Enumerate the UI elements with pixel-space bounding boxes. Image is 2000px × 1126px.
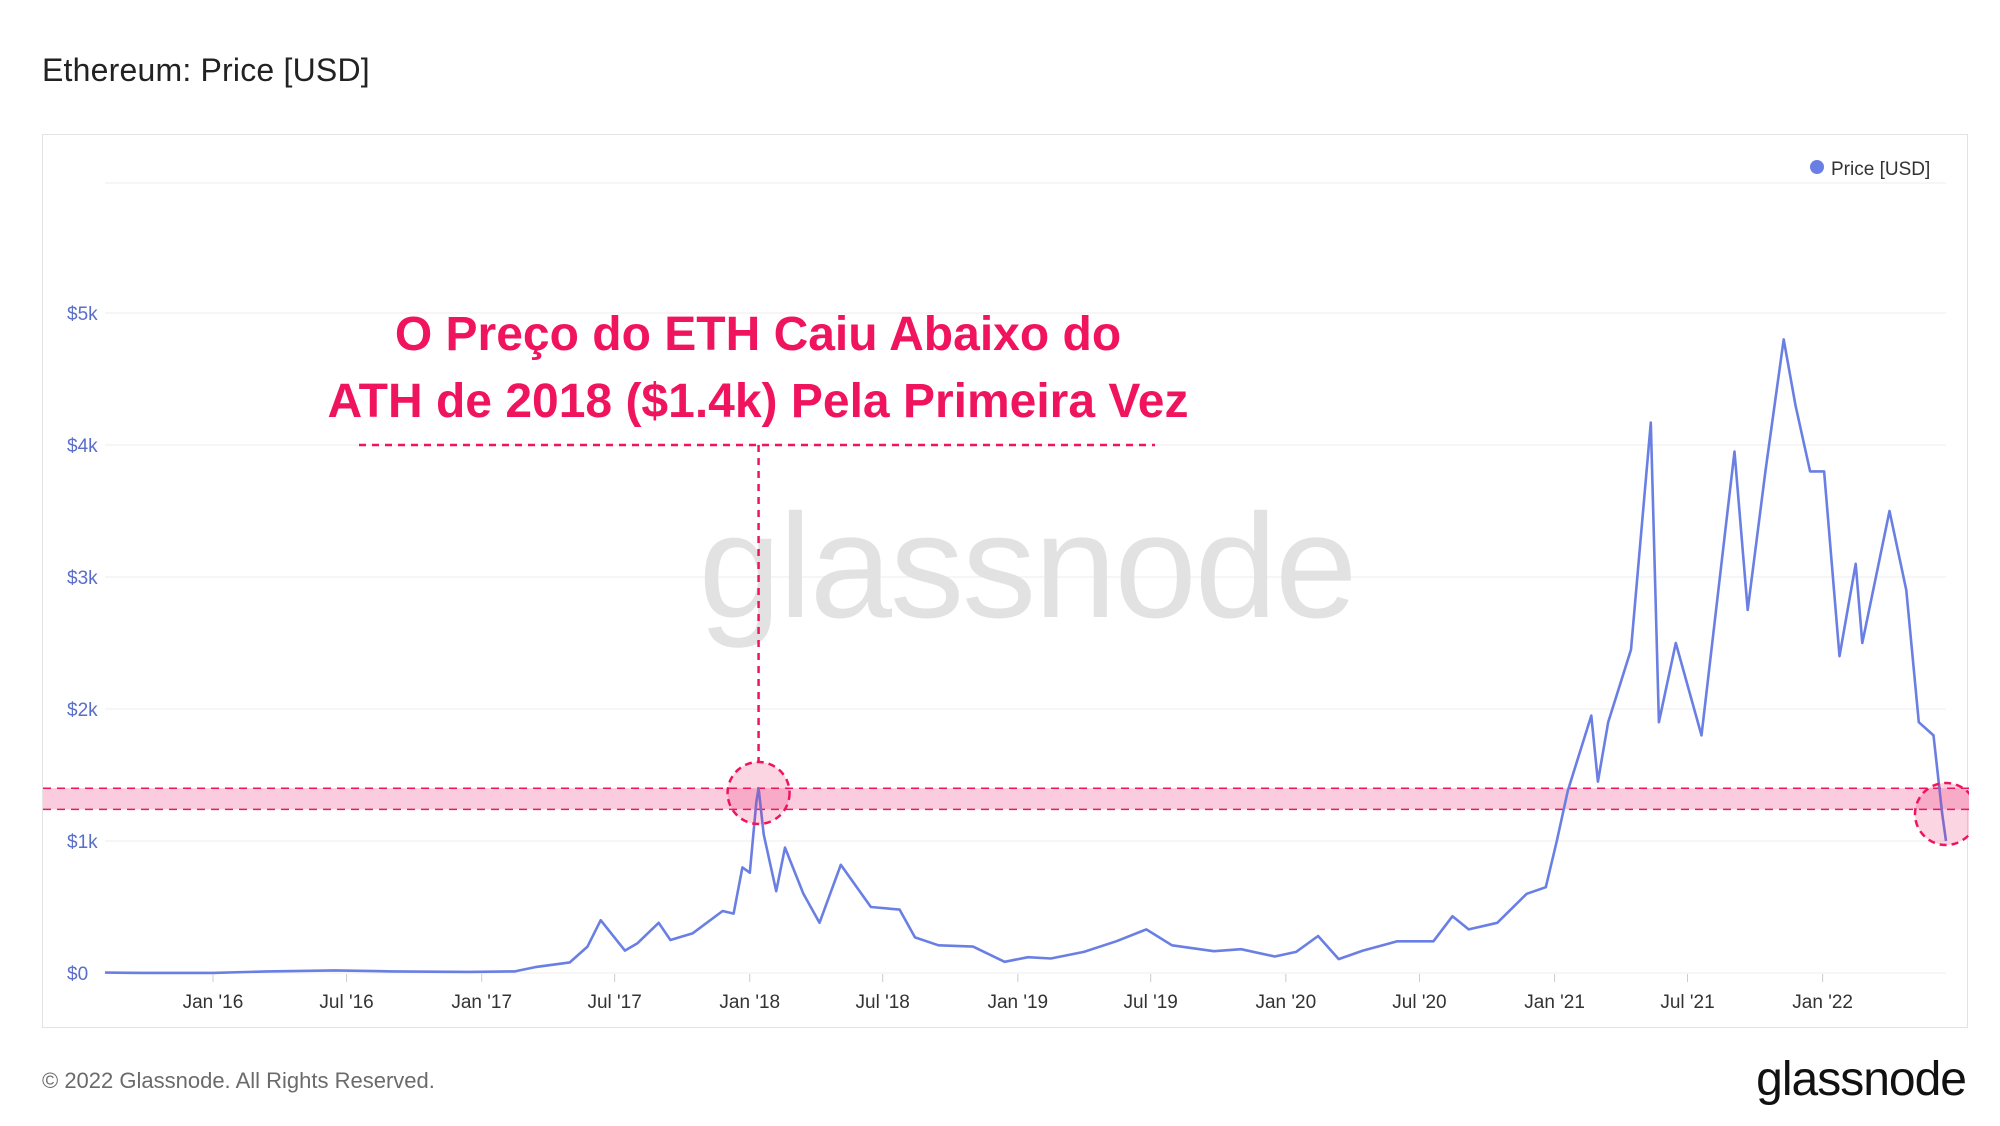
annotation-text: O Preço do ETH Caiu Abaixo do ATH de 201…: [328, 308, 1189, 428]
annotation-line-1: O Preço do ETH Caiu Abaixo do: [395, 308, 1121, 361]
chart-title: Ethereum: Price [USD]: [42, 52, 370, 88]
x-tick-label: Jul '20: [1392, 992, 1446, 1013]
x-tick-label: Jan '16: [183, 992, 244, 1013]
x-tick-label: Jan '20: [1255, 992, 1316, 1013]
current-price-marker: [1913, 781, 1969, 847]
annotation-markers: [726, 760, 1969, 847]
axis-labels: $0 $1k $2k $3k $4k $5k Jan '16 Jul '16 Jan '17 Ju…: [67, 304, 1853, 1013]
x-tick-label: Jan '21: [1524, 992, 1585, 1013]
legend-dot: [1810, 160, 1824, 174]
x-tick-label: Jan '22: [1792, 992, 1853, 1013]
ath-band: [43, 788, 1969, 810]
ath-band-group: [43, 787, 1969, 811]
y-tick-label: $5k: [67, 304, 98, 325]
glassnode-watermark: glassnode: [699, 484, 1356, 649]
x-tick-label: Jan '18: [719, 992, 780, 1013]
legend: Price [USD]: [1810, 159, 1930, 180]
price-chart: glassnode $0 $1k $2k $3k $4k $5k Jan '16 Jul '1…: [43, 159, 1969, 1013]
glassnode-logo[interactable]: glassnode: [1756, 1053, 1967, 1106]
legend-label[interactable]: Price [USD]: [1831, 159, 1930, 180]
x-tick-label: Jul '19: [1124, 992, 1178, 1013]
price-series-line[interactable]: [104, 338, 1948, 975]
x-tick-label: Jul '21: [1660, 992, 1714, 1013]
x-tick-label: Jul '16: [319, 992, 373, 1013]
price-series-group: [104, 338, 1948, 975]
ath-2018-marker: [726, 760, 791, 826]
annotation-line-2: ATH de 2018 ($1.4k) Pela Primeira Vez: [328, 375, 1189, 428]
x-tick-label: Jul '18: [856, 992, 910, 1013]
x-tick-label: Jan '19: [987, 992, 1048, 1013]
x-tick-label: Jul '17: [587, 992, 641, 1013]
chart-panel: glassnode $0 $1k $2k $3k $4k $5k Jan '16 Jul '1…: [42, 134, 1969, 1028]
y-tick-label: $0: [67, 964, 88, 985]
y-tick-label: $3k: [67, 568, 98, 589]
annotation-guides: [359, 443, 1155, 763]
y-tick-label: $4k: [67, 436, 98, 457]
x-tick-label: Jan '17: [451, 992, 512, 1013]
y-tick-label: $2k: [67, 700, 98, 721]
y-tick-label: $1k: [67, 832, 98, 853]
copyright-text: © 2022 Glassnode. All Rights Reserved.: [42, 1068, 435, 1093]
